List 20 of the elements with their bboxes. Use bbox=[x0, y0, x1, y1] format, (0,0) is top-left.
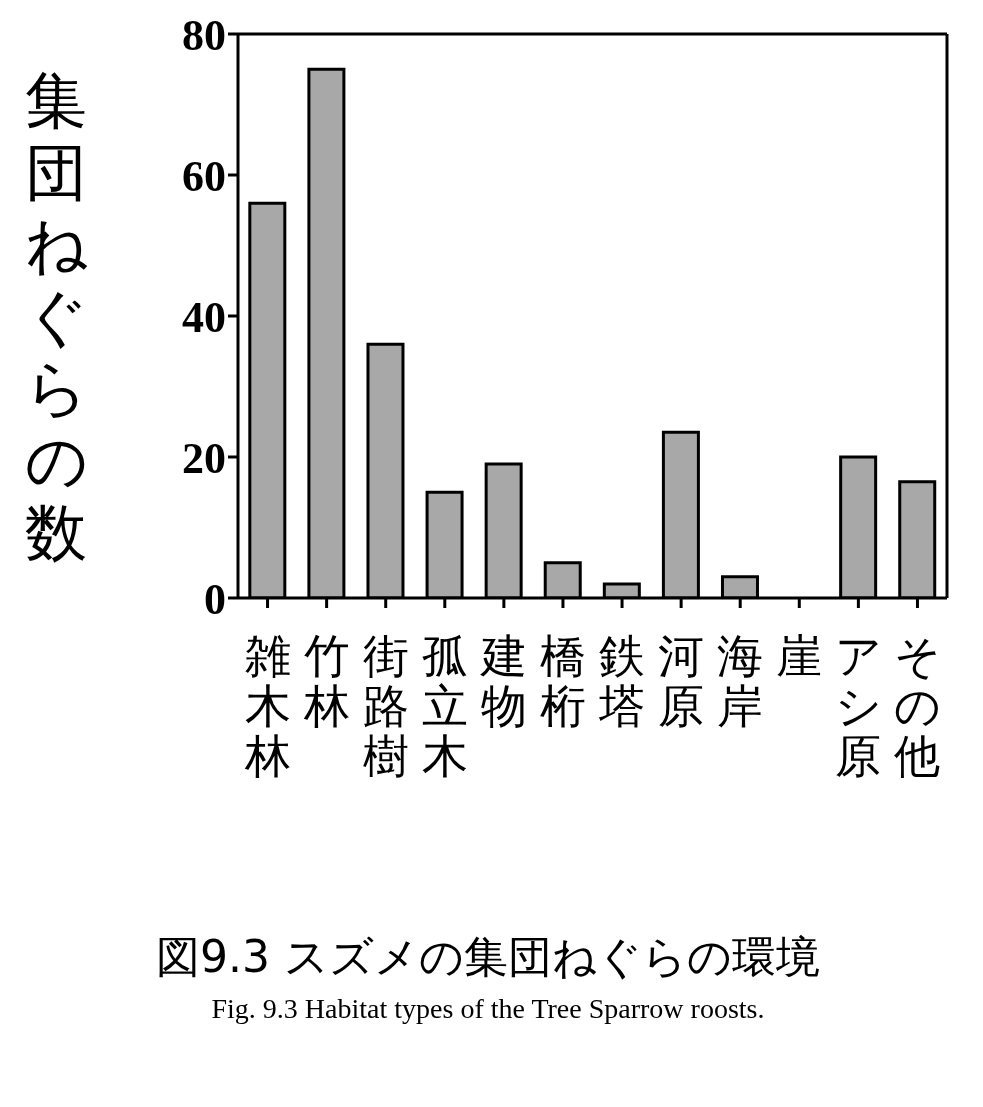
text: 図9.3 スズメの集団ねぐらの環境 bbox=[155, 930, 821, 984]
x-tick-label: 街路樹 bbox=[362, 629, 409, 783]
x-tick-label: 海岸 bbox=[717, 629, 764, 733]
y-tick-label: 0 bbox=[204, 574, 226, 624]
x-tick-label: 橋桁 bbox=[539, 629, 586, 733]
x-tick-label: 孤立木 bbox=[421, 629, 468, 783]
x-tick-label: 雑木林 bbox=[243, 629, 291, 783]
y-tick-label: 20 bbox=[182, 433, 226, 483]
x-tick-label: 崖 bbox=[776, 629, 823, 683]
y-tick-label: 40 bbox=[182, 292, 226, 342]
x-tick-label: 河原 bbox=[658, 629, 705, 733]
x-tick-label: 建物 bbox=[479, 629, 527, 733]
x-tick-label: その他 bbox=[893, 629, 941, 783]
y-tick-label: 80 bbox=[182, 10, 226, 60]
x-tick-label: アシ原 bbox=[834, 629, 882, 783]
x-tick-label: 鉄塔 bbox=[598, 629, 646, 733]
text: Fig. 9.3 Habitat types of the Tree Sparrow roosts. bbox=[210, 993, 766, 1025]
y-tick-label: 60 bbox=[182, 151, 226, 201]
x-tick-label: 竹林 bbox=[302, 629, 350, 733]
y-axis-title: 集団ねぐらの数 bbox=[24, 64, 88, 569]
